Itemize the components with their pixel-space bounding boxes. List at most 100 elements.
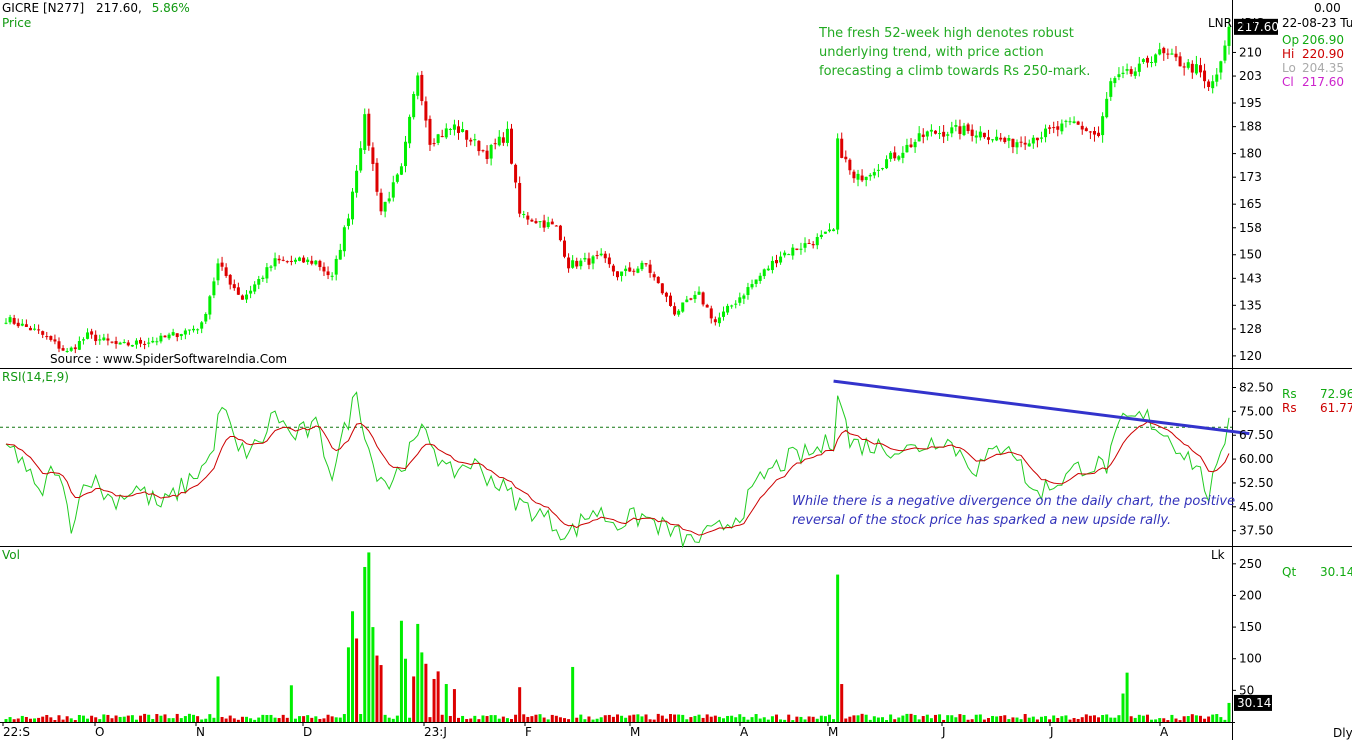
candle-body — [469, 139, 473, 142]
candle-body — [730, 305, 734, 307]
candle-body — [827, 229, 831, 232]
volume-bar — [717, 716, 721, 722]
top-right-value: 0.00 — [1314, 1, 1341, 15]
candle-body — [41, 331, 45, 335]
candle-body — [81, 339, 85, 341]
candle-body — [583, 257, 587, 260]
candle-body — [277, 258, 281, 261]
candle-body — [616, 271, 619, 278]
volume-bar — [1023, 713, 1027, 722]
volume-bar — [587, 716, 591, 722]
candle-body — [399, 166, 403, 175]
volume-bar — [432, 678, 436, 722]
candle-body — [4, 322, 8, 324]
volume-bar — [823, 716, 827, 722]
candle-body — [1121, 72, 1125, 75]
volume-bar — [620, 715, 624, 722]
volume-bar — [909, 713, 913, 722]
volume-bar — [196, 716, 200, 722]
volume-bar — [1125, 672, 1129, 722]
candle-body — [147, 342, 151, 344]
candle-body — [905, 144, 909, 153]
volume-bar — [16, 718, 20, 722]
candle-body — [685, 299, 689, 303]
x-tick-label: O — [95, 725, 104, 739]
candle-body — [1207, 81, 1211, 87]
candle-body — [273, 258, 277, 267]
candle-body — [656, 276, 660, 284]
last-price: 217.60 — [96, 1, 139, 15]
volume-bar — [134, 719, 138, 722]
candle-body — [428, 118, 432, 145]
volume-bar — [840, 684, 844, 722]
volume-bar — [1121, 693, 1125, 722]
date-label: 22-08-23 Tu — [1282, 16, 1352, 30]
volume-bar — [1056, 718, 1060, 722]
candle-body — [514, 164, 518, 183]
volume-qty: Qt 30.14 — [1282, 565, 1352, 579]
volume-bar — [632, 714, 636, 722]
volume-bar — [1035, 719, 1039, 722]
candle-body — [1084, 128, 1088, 132]
candle-body — [155, 341, 159, 343]
volume-bar — [827, 714, 831, 722]
candle-body — [705, 304, 709, 308]
candle-body — [477, 140, 481, 152]
volume-bar — [1150, 719, 1154, 722]
symbol-label: GICRE [N277] — [2, 1, 85, 15]
volume-bar — [872, 716, 876, 722]
x-tick-label: N — [196, 725, 205, 739]
candle-body — [69, 347, 73, 351]
candle-body — [950, 127, 954, 134]
volume-bar — [420, 652, 424, 722]
volume-bar — [245, 716, 249, 722]
candle-body — [929, 129, 933, 132]
volume-bar — [489, 715, 493, 722]
candle-body — [762, 269, 766, 277]
volume-bar — [832, 719, 836, 722]
volume-bar — [232, 718, 236, 722]
candle-body — [383, 201, 387, 212]
candle-body — [37, 329, 41, 331]
candle-body — [77, 341, 81, 350]
candle-body — [783, 252, 787, 256]
candle-body — [1072, 121, 1076, 124]
volume-bar — [399, 620, 403, 722]
volume-bar — [925, 714, 929, 722]
volume-bar — [815, 718, 819, 722]
candle-body — [457, 126, 461, 133]
volume-bar — [1162, 718, 1166, 722]
candle-body — [1190, 63, 1194, 73]
volume-bar — [505, 718, 509, 722]
candle-body — [351, 191, 355, 220]
candle-body — [114, 341, 118, 344]
candle-body — [134, 340, 138, 345]
candle-body — [224, 267, 228, 276]
volume-bar — [1154, 719, 1158, 722]
candle-body — [228, 274, 232, 285]
candle-body — [412, 94, 416, 118]
volume-bar — [913, 715, 917, 722]
price-tick-label: 180 — [1239, 147, 1262, 161]
ohlc-low: Lo 204.35 — [1282, 61, 1344, 75]
volume-bar — [61, 719, 65, 722]
last-price-tag: 217.60 — [1237, 20, 1279, 34]
candle-body — [338, 249, 342, 260]
candle-body — [322, 266, 326, 272]
volume-bar — [122, 716, 126, 722]
candle-body — [595, 255, 599, 257]
volume-bar — [379, 665, 383, 722]
candle-body — [876, 169, 880, 171]
candle-body — [681, 302, 685, 312]
volume-bar — [240, 716, 244, 722]
candle-body — [607, 257, 611, 265]
rsi-lines — [5, 391, 1230, 549]
candle-body — [1150, 62, 1154, 64]
volume-bar — [534, 714, 538, 722]
volume-bar — [550, 714, 554, 722]
volume-bar — [208, 714, 212, 722]
candle-body — [183, 330, 187, 335]
candle-body — [599, 253, 603, 256]
candle-body — [1158, 49, 1162, 55]
